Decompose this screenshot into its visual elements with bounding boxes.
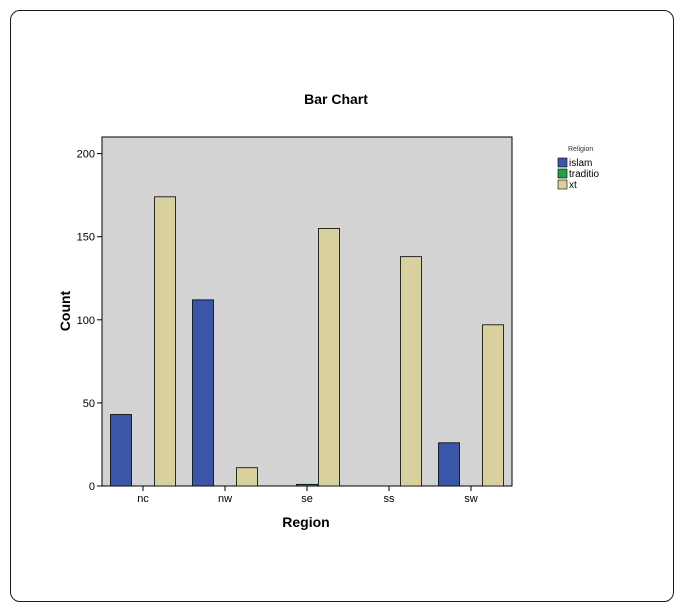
legend-label-xt: xt xyxy=(569,180,577,191)
plot-area: 0 50 100 150 200 nc nw se ss sw xyxy=(77,136,513,505)
bar-xt-nc xyxy=(154,196,176,487)
x-tick-label: nc xyxy=(137,493,149,505)
legend-swatch-islam xyxy=(557,157,568,168)
y-tick-label: 50 xyxy=(83,398,95,410)
bar-chart: Bar Chart 0 50 100 150 200 nc nw se ss sw Religio… xyxy=(57,91,599,530)
bar-xt-nw xyxy=(236,467,258,487)
x-tick-label: se xyxy=(301,493,313,505)
y-tick-label: 0 xyxy=(89,481,95,493)
bar-xt-se xyxy=(318,228,340,487)
bar-islam-sw xyxy=(438,442,460,487)
bar-islam-nw xyxy=(192,299,214,487)
bar-xt-ss xyxy=(400,256,422,487)
x-tick-label: sw xyxy=(464,493,478,505)
x-tick-label: ss xyxy=(384,493,396,505)
bar-islam-nc xyxy=(110,414,132,487)
y-tick-label: 150 xyxy=(77,232,95,244)
bar-traditio-se xyxy=(296,483,318,487)
bar-xt-sw xyxy=(482,324,504,487)
legend-title: Religion xyxy=(568,146,593,153)
x-tick-label: nw xyxy=(218,493,232,505)
legend-label-islam: islam xyxy=(569,158,592,169)
y-axis-title: Count xyxy=(57,290,73,331)
legend-swatch-traditio xyxy=(557,168,568,179)
y-tick-label: 100 xyxy=(77,315,95,327)
y-tick-label: 200 xyxy=(77,149,95,161)
legend-label-traditio: traditio xyxy=(569,169,599,180)
x-axis-title: Region xyxy=(282,514,329,530)
chart-title: Bar Chart xyxy=(304,91,368,107)
legend-swatch-xt xyxy=(557,179,568,190)
